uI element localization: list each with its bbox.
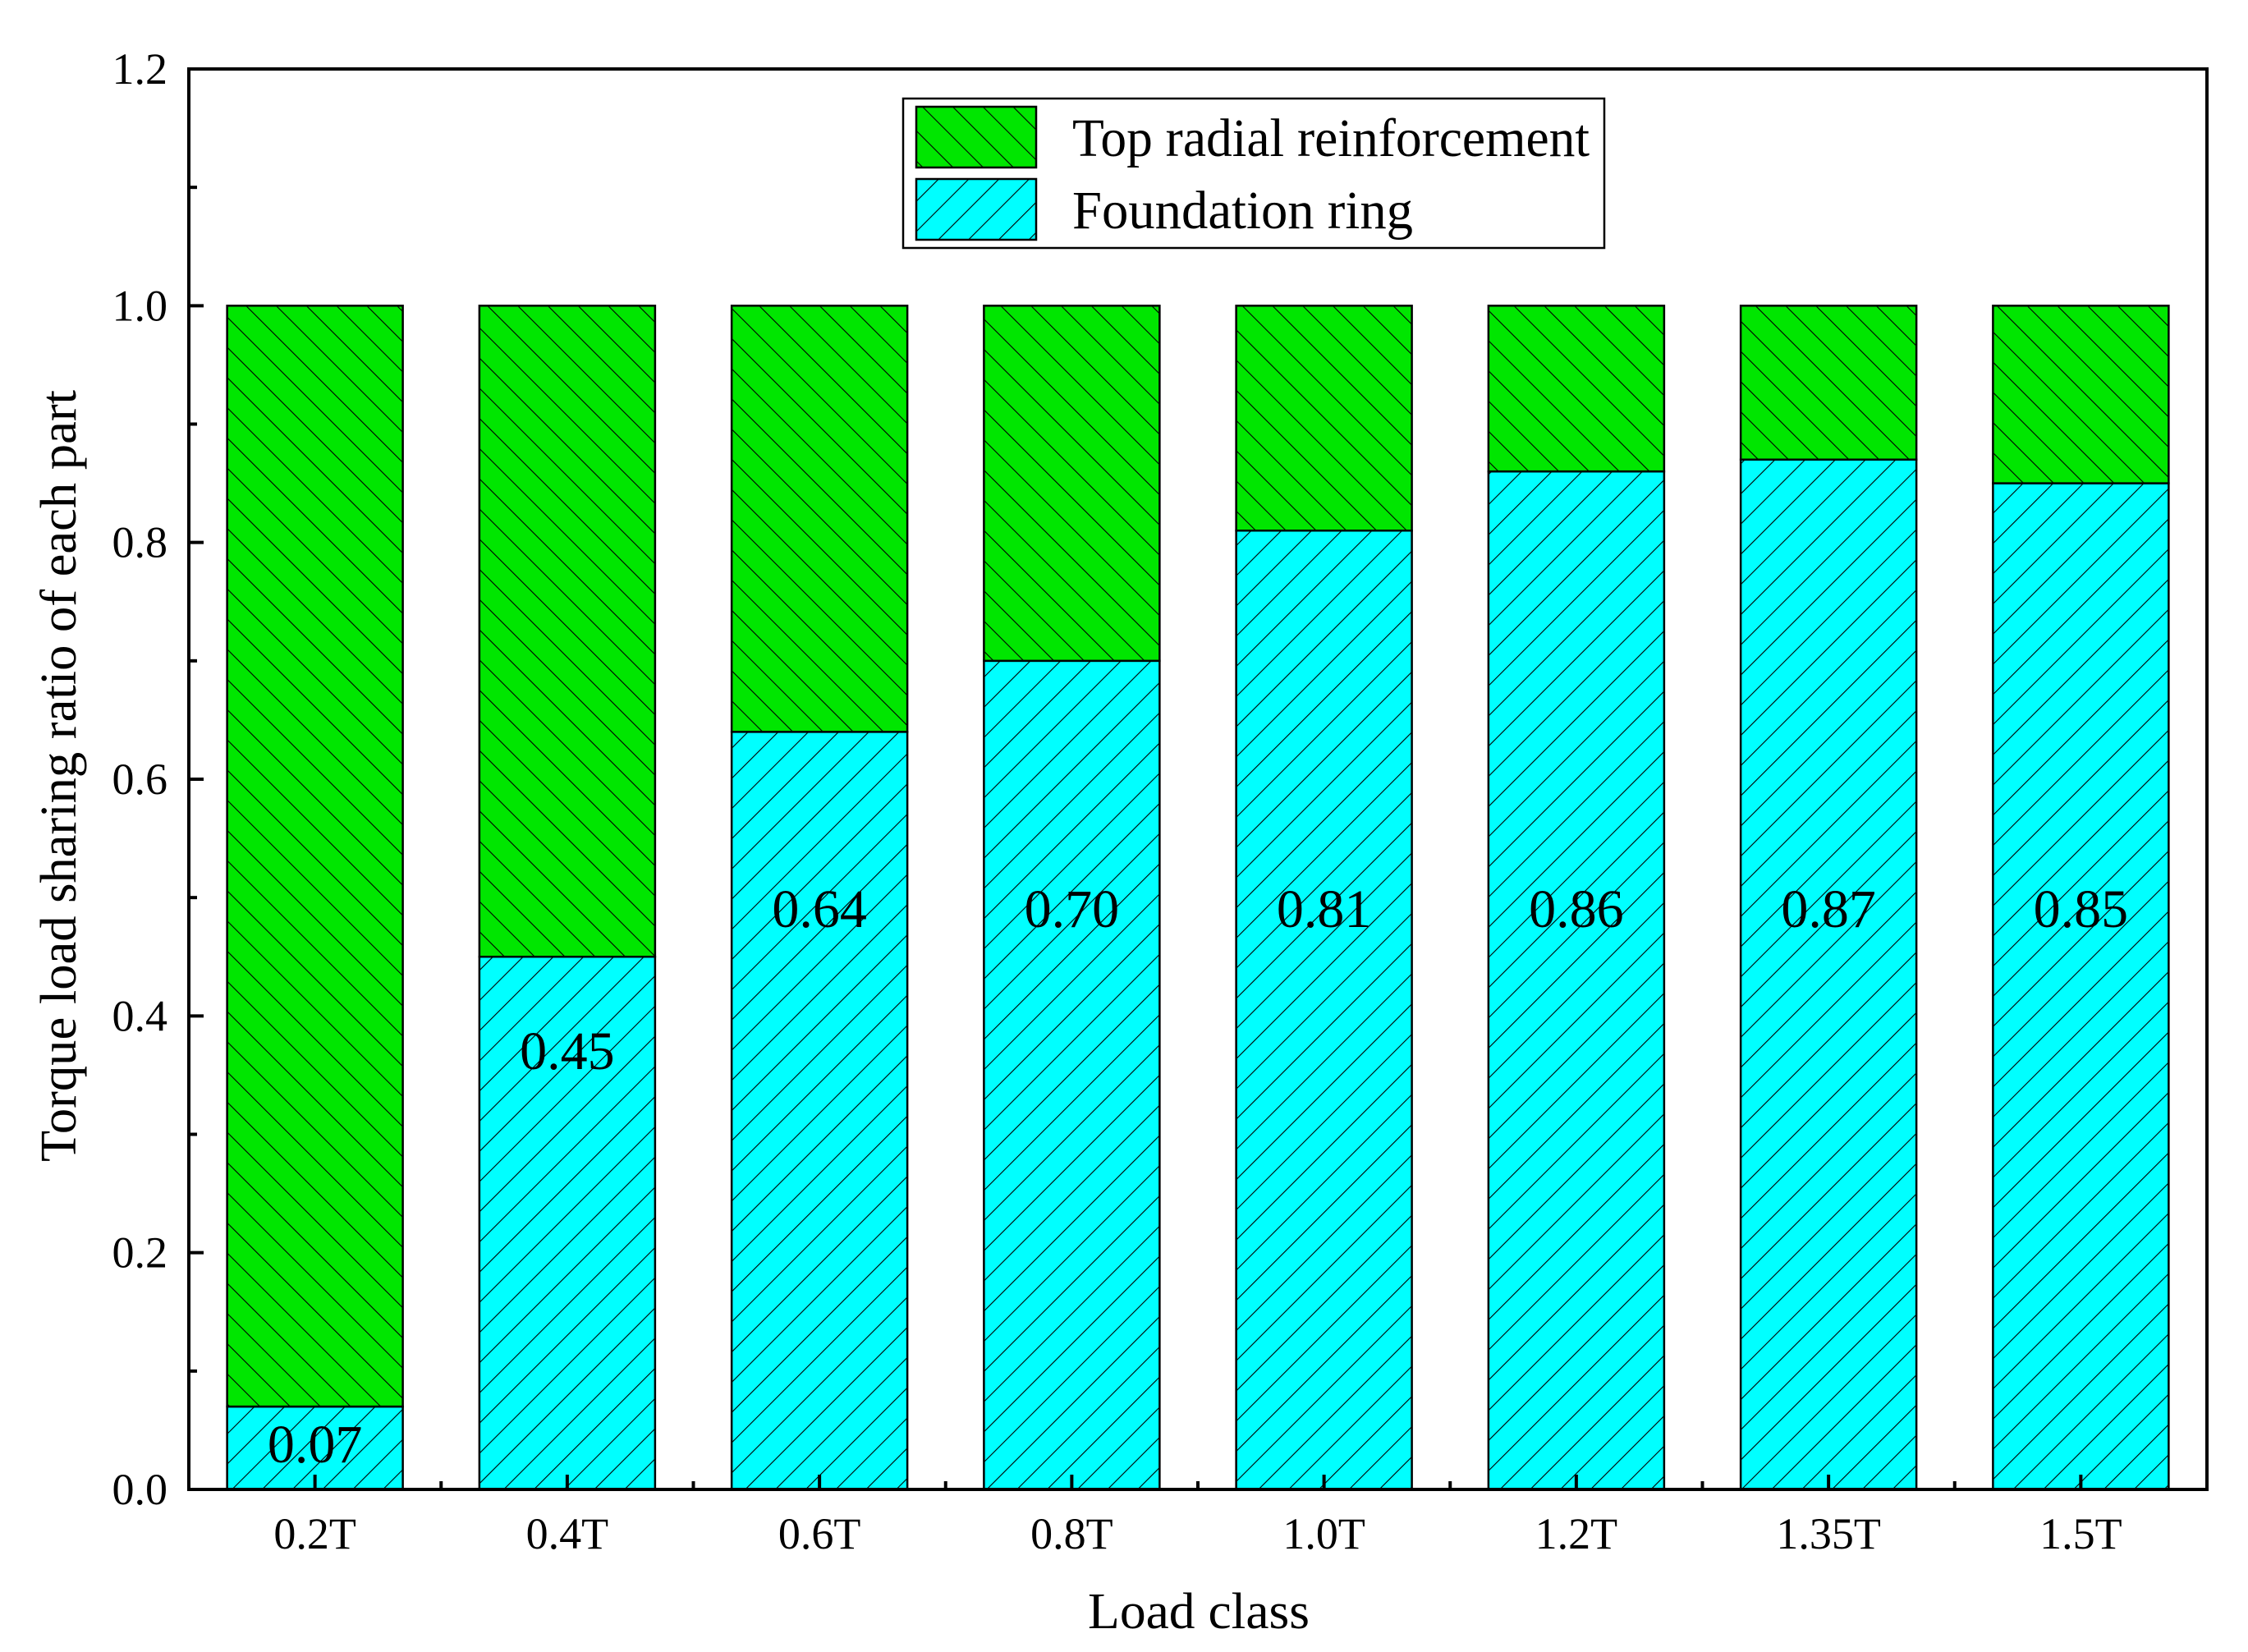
bar-top-radial-reinforcement-1-0t — [1235, 305, 1413, 532]
y-tick-label-0-6: 0.6 — [112, 755, 168, 804]
x-tick-label-1-35t: 1.35T — [1776, 1509, 1881, 1558]
bar-top-radial-reinforcement-1-5t — [1992, 305, 2170, 484]
legend-label-foundation-ring: Foundation ring — [1072, 181, 1413, 241]
data-label-1-5t: 0.85 — [2034, 879, 2129, 939]
legend-swatch-foundation-ring — [915, 177, 1038, 241]
y-tick-label-0-4: 0.4 — [112, 991, 168, 1040]
data-label-1-2t: 0.86 — [1529, 879, 1624, 939]
data-label-1-35t: 0.87 — [1781, 879, 1876, 939]
bar-top-radial-reinforcement-0-8t — [983, 305, 1161, 663]
y-tick-label-1-2: 1.2 — [112, 44, 168, 94]
x-tick-label-0-6t: 0.6T — [778, 1509, 861, 1558]
bar-top-radial-reinforcement-1-2t — [1487, 305, 1666, 473]
y-tick-label-1-0: 1.0 — [112, 281, 168, 330]
bar-foundation-ring-1-2t — [1487, 470, 1666, 1491]
data-label-0-4t: 0.45 — [520, 1021, 615, 1081]
bar-foundation-ring-1-5t — [1992, 482, 2170, 1491]
bar-top-radial-reinforcement-0-2t — [226, 305, 404, 1408]
y-tick-label-0-2: 0.2 — [112, 1228, 168, 1278]
bar-top-radial-reinforcement-1-35t — [1739, 305, 1918, 461]
y-tick-label-0-8: 0.8 — [112, 518, 168, 567]
legend: Top radial reinforcement Foundation ring — [901, 97, 1606, 250]
x-tick-label-0-2t: 0.2T — [273, 1509, 356, 1558]
bar-foundation-ring-0-4t — [478, 956, 657, 1491]
y-tick-label-0-0: 0.0 — [112, 1465, 168, 1514]
x-tick-label-1-5t: 1.5T — [2039, 1509, 2122, 1558]
data-label-0-6t: 0.64 — [772, 879, 867, 939]
bar-foundation-ring-1-35t — [1739, 458, 1918, 1491]
bar-top-radial-reinforcement-0-4t — [478, 305, 657, 958]
legend-label-top-radial-reinforcement: Top radial reinforcement — [1072, 108, 1590, 168]
x-axis-title: Load class — [1088, 1584, 1310, 1640]
data-label-0-8t: 0.70 — [1025, 879, 1120, 939]
x-tick-label-1-0t: 1.0T — [1282, 1509, 1365, 1558]
bar-foundation-ring-0-6t — [730, 731, 909, 1491]
legend-swatch-top-radial-reinforcement — [915, 105, 1038, 169]
x-tick-label-1-2t: 1.2T — [1535, 1509, 1618, 1558]
data-label-1-0t: 0.81 — [1277, 879, 1372, 939]
bar-top-radial-reinforcement-0-6t — [730, 305, 909, 733]
plot-area: 0.07 0.45 0.64 0.70 0.81 0.86 0.87 0.85 0.0 0.2 0.… — [112, 44, 2209, 1558]
x-tick-label-0-8t: 0.8T — [1030, 1509, 1113, 1558]
x-tick-label-0-4t: 0.4T — [526, 1509, 609, 1558]
y-axis-title: Torque load sharing ratio of each part — [31, 390, 87, 1162]
bar-foundation-ring-0-8t — [983, 659, 1161, 1491]
data-label-0-2t: 0.07 — [268, 1415, 363, 1475]
bar-foundation-ring-1-0t — [1235, 530, 1413, 1491]
